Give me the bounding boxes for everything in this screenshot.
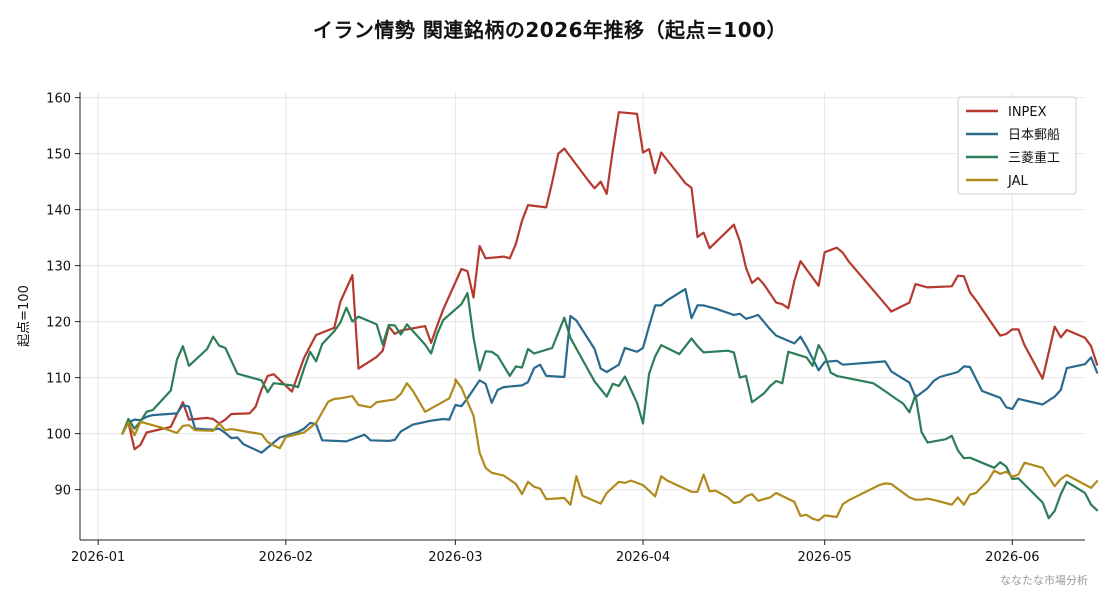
- grid: [80, 92, 1085, 540]
- series-lines: [121, 111, 1099, 522]
- x-tick-label: 2026-06: [985, 550, 1039, 565]
- y-axis-label: 起点=100: [17, 285, 32, 347]
- series-line-1: [121, 111, 1099, 451]
- series-line-4: [121, 378, 1099, 522]
- y-tick-label: 160: [46, 92, 71, 107]
- series-line-2: [121, 288, 1099, 454]
- y-tick-label: 150: [46, 148, 71, 163]
- legend-label: 日本郵船: [1008, 128, 1060, 143]
- axes: [79, 92, 1085, 541]
- x-tick-label: 2026-05: [798, 550, 852, 565]
- y-tick-label: 130: [46, 260, 71, 275]
- x-tick-label: 2026-01: [71, 550, 125, 565]
- chart-title: イラン情勢 関連銘柄の2026年推移（起点=100）: [312, 18, 788, 42]
- y-tick-label: 90: [54, 484, 71, 499]
- x-tick-label: 2026-03: [428, 550, 482, 565]
- legend-label: 三菱重工: [1008, 150, 1060, 166]
- y-tick-label: 120: [46, 316, 71, 331]
- y-tick-label: 140: [46, 204, 71, 219]
- legend-label: INPEX: [1008, 105, 1047, 120]
- x-tick-label: 2026-02: [259, 550, 313, 565]
- series-line-3: [121, 291, 1099, 520]
- y-tick-label: 110: [46, 372, 71, 387]
- legend-label: JAL: [1007, 174, 1028, 189]
- watermark: ななたな市場分析: [1000, 574, 1088, 587]
- y-tick-label: 100: [46, 428, 71, 443]
- legend-frame: [957, 96, 1077, 195]
- ticks: 90 100 110 120 130 140 150 160 2026-01 2026-02 202…: [46, 92, 1039, 565]
- x-tick-label: 2026-04: [616, 550, 670, 565]
